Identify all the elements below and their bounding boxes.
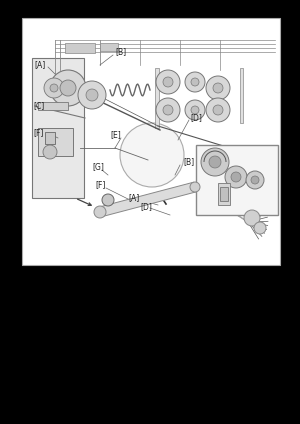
Bar [22, 18, 280, 265]
Bar [32, 58, 84, 198]
Circle shape [44, 78, 64, 98]
Text: [F]: [F] [33, 128, 44, 137]
Text: [C]: [C] [33, 101, 44, 111]
Bar [155, 68, 159, 128]
Bar [240, 68, 243, 123]
Circle shape [206, 76, 230, 100]
Circle shape [206, 98, 230, 122]
Circle shape [60, 80, 76, 96]
Circle shape [191, 106, 199, 114]
Circle shape [213, 83, 223, 93]
Text: [D]: [D] [190, 114, 202, 123]
Circle shape [191, 78, 199, 86]
Bar [218, 183, 230, 205]
Circle shape [50, 84, 58, 92]
Circle shape [251, 176, 259, 184]
Circle shape [78, 81, 106, 109]
Circle shape [43, 145, 57, 159]
Bar [100, 43, 118, 51]
Circle shape [244, 210, 260, 226]
Circle shape [120, 123, 184, 187]
Circle shape [231, 172, 241, 182]
Circle shape [213, 105, 223, 115]
Circle shape [190, 182, 200, 192]
Text: [A]: [A] [128, 193, 139, 203]
Circle shape [94, 206, 106, 218]
Circle shape [50, 70, 86, 106]
Circle shape [156, 98, 180, 122]
Circle shape [102, 194, 114, 206]
Polygon shape [99, 182, 196, 217]
Text: [B]: [B] [183, 157, 194, 167]
Circle shape [246, 171, 264, 189]
Circle shape [185, 72, 205, 92]
Circle shape [225, 166, 247, 188]
Circle shape [86, 89, 98, 101]
Text: [B]: [B] [115, 47, 126, 56]
Text: [A]: [A] [34, 61, 45, 70]
Bar [38, 128, 73, 156]
Circle shape [163, 105, 173, 115]
Text: [D]: [D] [140, 203, 152, 212]
Bar [45, 132, 55, 144]
Circle shape [209, 156, 221, 168]
Circle shape [163, 77, 173, 87]
Bar [220, 187, 228, 201]
Text: [G]: [G] [92, 162, 104, 171]
Circle shape [254, 222, 266, 234]
Bar [38, 102, 68, 110]
Circle shape [185, 100, 205, 120]
Text: [E]: [E] [110, 131, 121, 139]
Circle shape [156, 70, 180, 94]
Circle shape [201, 148, 229, 176]
Text: [F]: [F] [95, 181, 105, 190]
Bar [65, 43, 95, 53]
Bar [196, 145, 278, 215]
